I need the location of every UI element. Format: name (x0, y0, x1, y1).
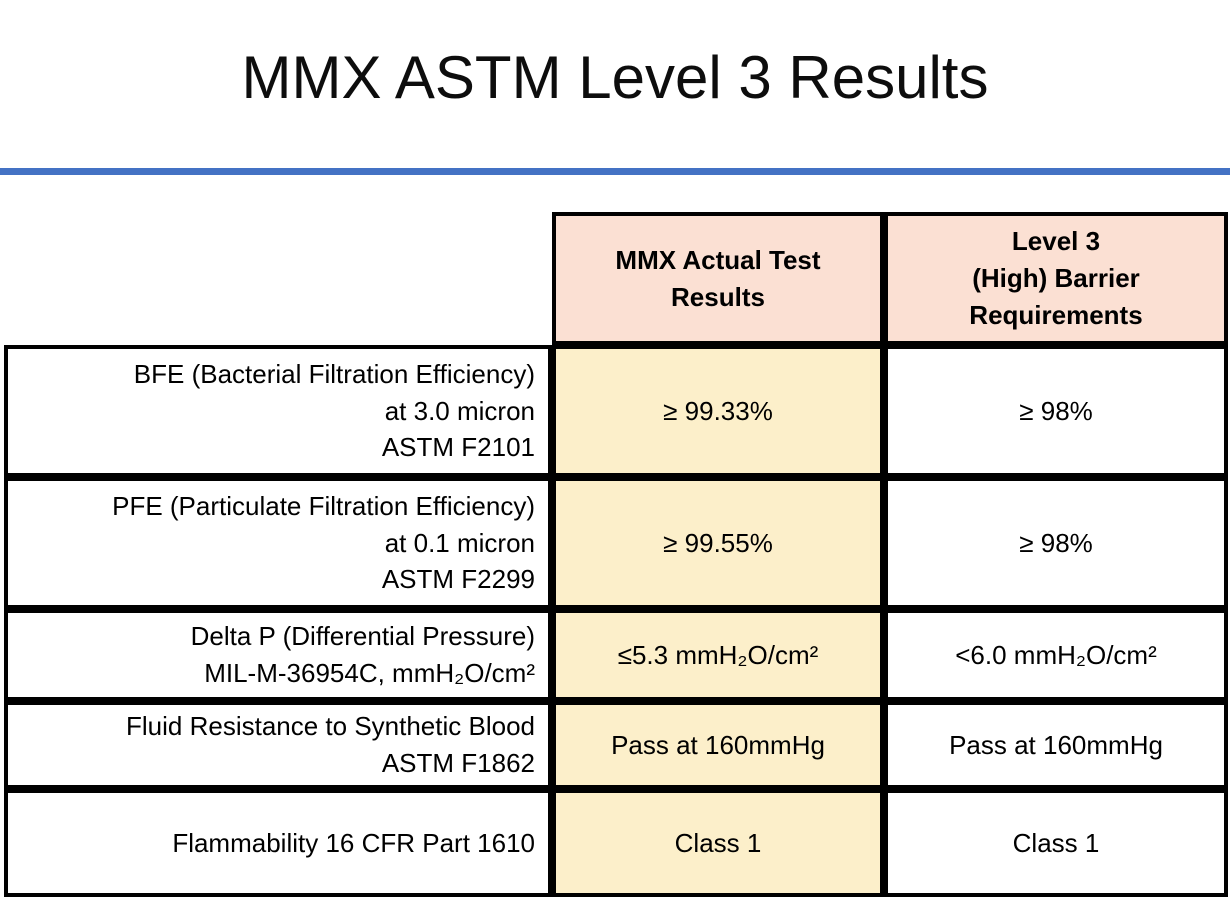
cell-requirement-fluid-resistance: Pass at 160mmHg (884, 701, 1228, 789)
cell-requirement-fluid-resistance-text: Pass at 160mmHg (949, 729, 1163, 760)
row-label-delta-p: Delta P (Differential Pressure) MIL-M-36… (4, 609, 552, 701)
page-title: MMX ASTM Level 3 Results (241, 44, 989, 111)
cell-requirement-flammability-text: Class 1 (1012, 827, 1100, 858)
cell-requirement-delta-p: <6.0 mmH₂O/cm² (884, 609, 1228, 701)
cell-requirement-pfe-text: ≥ 98% (1019, 527, 1093, 558)
row-label-flammability-text: Flammability 16 CFR Part 1610 (172, 827, 535, 858)
header-level3-requirements-text: Level 3 (High) Barrier Requirements (969, 226, 1143, 330)
cell-actual-flammability-text: Class 1 (674, 827, 762, 858)
cell-actual-delta-p-text: ≤5.3 mmH₂O/cm² (617, 639, 819, 670)
header-actual-results: MMX Actual Test Results (552, 212, 884, 345)
cell-requirement-bfe-text: ≥ 98% (1019, 395, 1093, 426)
cell-requirement-flammability: Class 1 (884, 789, 1228, 897)
cell-actual-fluid-resistance-text: Pass at 160mmHg (611, 729, 825, 760)
header-actual-results-text: MMX Actual Test Results (615, 244, 821, 312)
row-label-flammability: Flammability 16 CFR Part 1610 (4, 789, 552, 897)
row-label-pfe: PFE (Particulate Filtration Efficiency) … (4, 477, 552, 609)
cell-actual-pfe: ≥ 99.55% (552, 477, 884, 609)
cell-requirement-bfe: ≥ 98% (884, 345, 1228, 477)
title-divider (0, 168, 1230, 175)
row-label-fluid-resistance: Fluid Resistance to Synthetic Blood ASTM… (4, 701, 552, 789)
table-corner-spacer (4, 212, 552, 345)
cell-actual-fluid-resistance: Pass at 160mmHg (552, 701, 884, 789)
cell-requirement-delta-p-text: <6.0 mmH₂O/cm² (955, 639, 1157, 670)
row-label-fluid-resistance-text: Fluid Resistance to Synthetic Blood ASTM… (126, 711, 535, 778)
cell-actual-bfe-text: ≥ 99.33% (663, 395, 773, 426)
row-label-bfe-text: BFE (Bacterial Filtration Efficiency) at… (133, 358, 535, 463)
cell-actual-pfe-text: ≥ 99.55% (663, 527, 773, 558)
row-label-delta-p-text: Delta P (Differential Pressure) MIL-M-36… (190, 621, 535, 688)
results-table: MMX Actual Test Results Level 3 (High) B… (4, 212, 1228, 897)
cell-actual-flammability: Class 1 (552, 789, 884, 897)
cell-actual-bfe: ≥ 99.33% (552, 345, 884, 477)
row-label-bfe: BFE (Bacterial Filtration Efficiency) at… (4, 345, 552, 477)
header-level3-requirements: Level 3 (High) Barrier Requirements (884, 212, 1228, 345)
row-label-pfe-text: PFE (Particulate Filtration Efficiency) … (112, 490, 535, 595)
cell-actual-delta-p: ≤5.3 mmH₂O/cm² (552, 609, 884, 701)
cell-requirement-pfe: ≥ 98% (884, 477, 1228, 609)
